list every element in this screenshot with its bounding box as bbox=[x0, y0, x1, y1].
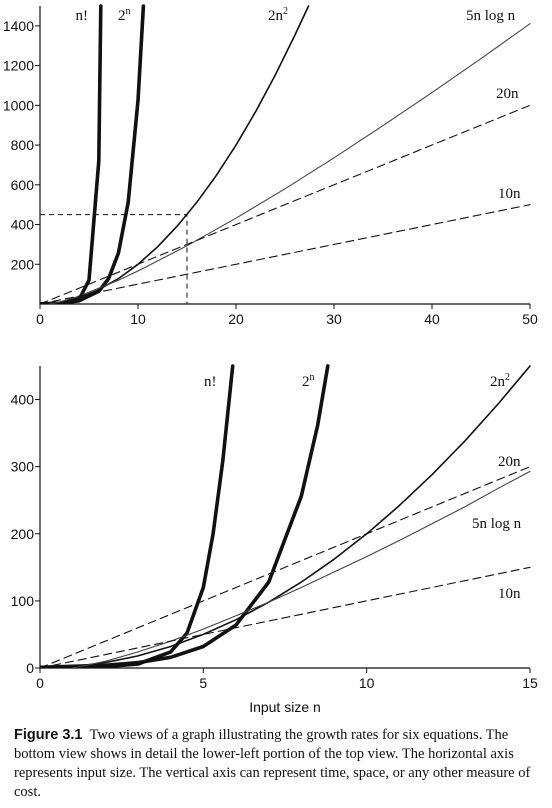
y-tick-label: 400 bbox=[11, 217, 35, 233]
series-label: 2n2 bbox=[490, 372, 510, 390]
x-tick-label: 10 bbox=[359, 675, 375, 691]
series-line-10n bbox=[40, 566, 531, 668]
y-tick-label: 300 bbox=[11, 459, 35, 475]
figure-label: Figure 3.1 bbox=[14, 727, 83, 743]
series-label: 2n2 bbox=[268, 6, 288, 24]
x-tick-label: 5 bbox=[199, 675, 207, 691]
series-label: 20n bbox=[498, 454, 521, 470]
series-line-2n-2 bbox=[40, 5, 310, 304]
x-tick-label: 10 bbox=[130, 311, 146, 327]
series-line-n- bbox=[47, 4, 103, 304]
x-tick-label: 0 bbox=[36, 311, 44, 327]
series-label: 2n bbox=[118, 6, 131, 24]
y-tick-label: 200 bbox=[11, 526, 35, 542]
x-tick-label: 15 bbox=[522, 675, 538, 691]
series-line-2-n bbox=[40, 4, 146, 304]
series-label: n! bbox=[76, 8, 89, 24]
x-tick-label: 40 bbox=[424, 311, 440, 327]
y-tick-label: 0 bbox=[26, 660, 34, 676]
series-label: n! bbox=[204, 374, 217, 390]
zoom-region-box bbox=[40, 214, 188, 304]
x-tick-label: 0 bbox=[36, 675, 44, 691]
series-label: 20n bbox=[496, 86, 519, 102]
x-tick-label: 30 bbox=[326, 311, 342, 327]
x-tick-label: 50 bbox=[522, 311, 538, 327]
y-tick-label: 1200 bbox=[3, 58, 34, 74]
series-line-20n bbox=[40, 104, 531, 304]
figure-caption: Figure 3.1 Two views of a graph illustra… bbox=[14, 726, 544, 802]
y-tick-label: 600 bbox=[11, 177, 35, 193]
y-tick-label: 400 bbox=[11, 392, 35, 408]
series-line-20n bbox=[40, 466, 531, 668]
series-label: 5n log n bbox=[472, 516, 522, 532]
x-tick-label: 20 bbox=[228, 311, 244, 327]
y-tick-label: 100 bbox=[11, 593, 35, 609]
series-label: 10n bbox=[498, 586, 521, 602]
series-line-5n-log-n bbox=[49, 23, 531, 304]
y-tick-label: 800 bbox=[11, 137, 35, 153]
y-tick-label: 1000 bbox=[3, 97, 34, 113]
series-line-2n-2 bbox=[40, 365, 531, 668]
y-tick-label: 200 bbox=[11, 256, 35, 272]
series-line-10n bbox=[40, 204, 531, 304]
series-line-5n-log-n bbox=[72, 470, 531, 668]
series-line-2-n bbox=[40, 364, 330, 668]
series-label: 5n log n bbox=[466, 8, 516, 24]
bottom-chart: 0 5 10 15 0 100 200 300 400 n! 2n 2n2 5n log n 20n 10n… bbox=[11, 364, 538, 715]
caption-text: Two views of a graph illustrating the gr… bbox=[14, 727, 531, 800]
series-label: 10n bbox=[498, 186, 521, 202]
y-tick-label: 1400 bbox=[3, 18, 34, 34]
x-axis-label: Input size n bbox=[249, 699, 321, 715]
series-label: 2n bbox=[302, 372, 315, 390]
